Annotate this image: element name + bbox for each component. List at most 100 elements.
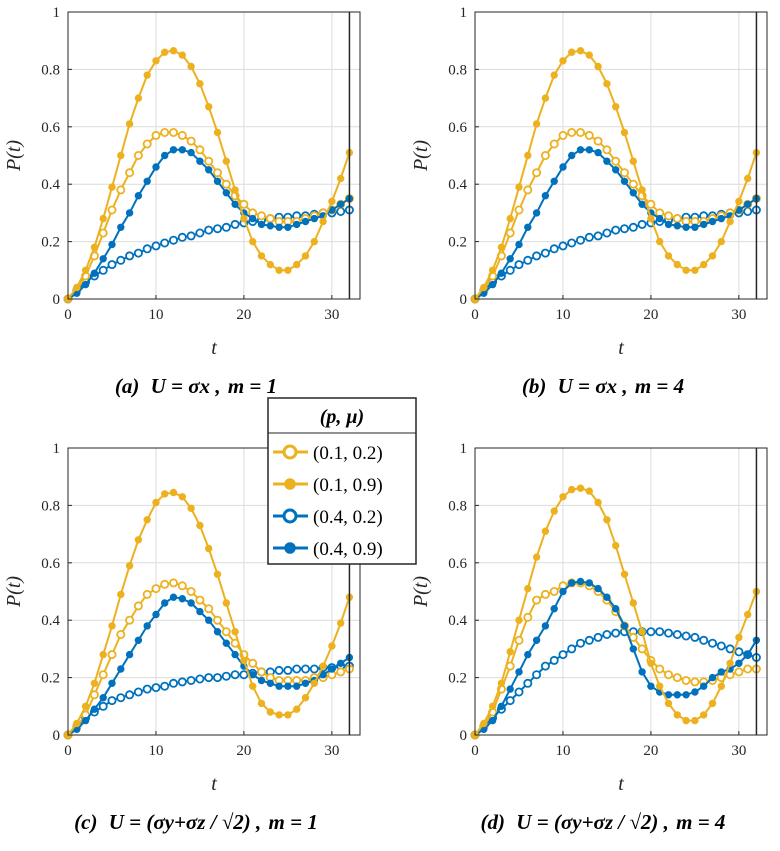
data-point <box>576 47 585 55</box>
data-point <box>523 255 533 265</box>
data-point <box>576 146 585 154</box>
data-point <box>212 224 222 234</box>
data-point <box>497 679 506 687</box>
legend-entry-label: (0.4, 0.9) <box>313 539 383 560</box>
panel-d-x-axis-label: t <box>618 773 624 795</box>
data-point <box>664 670 674 680</box>
x-tick-label: 0 <box>64 307 72 323</box>
data-point <box>168 127 178 137</box>
data-point <box>133 601 143 611</box>
data-point <box>151 584 161 594</box>
data-point <box>744 650 752 659</box>
data-point <box>559 587 567 596</box>
data-point <box>249 237 257 246</box>
data-point <box>540 589 550 599</box>
legend-entry: (0.1, 0.9) <box>273 475 383 496</box>
data-point <box>629 599 637 607</box>
data-point <box>717 682 725 690</box>
data-point <box>603 593 611 601</box>
data-point <box>584 232 594 242</box>
data-point <box>142 139 152 149</box>
data-point <box>266 708 274 716</box>
data-point <box>612 103 620 111</box>
data-point <box>656 682 664 690</box>
data-point <box>585 146 593 154</box>
data-point <box>221 627 231 637</box>
data-point <box>700 711 708 719</box>
data-point <box>73 283 81 292</box>
data-point <box>540 248 550 258</box>
data-point <box>673 711 681 719</box>
data-point <box>524 650 532 659</box>
data-point <box>717 668 725 676</box>
data-point <box>239 670 249 680</box>
data-point <box>125 168 135 178</box>
caption-m: m = 4 <box>676 810 725 834</box>
data-point <box>690 632 700 642</box>
data-point <box>117 151 125 160</box>
caption-label: (a) <box>115 374 140 398</box>
data-point <box>628 179 638 189</box>
data-point <box>646 199 656 209</box>
data-point <box>672 673 682 683</box>
data-point <box>656 237 664 246</box>
data-point <box>514 205 524 215</box>
data-point <box>99 214 107 223</box>
data-point <box>584 635 594 645</box>
data-point <box>133 687 143 697</box>
data-point <box>133 150 143 160</box>
data-point <box>620 177 629 186</box>
data-point <box>568 485 576 494</box>
data-point <box>98 265 108 275</box>
y-tick-label: 0 <box>460 292 468 308</box>
data-point <box>293 705 301 713</box>
y-tick-label: 0.8 <box>448 498 467 514</box>
data-point <box>532 595 542 605</box>
data-point <box>142 684 152 694</box>
data-point <box>743 206 753 216</box>
data-point <box>717 237 725 246</box>
caption-m: m = 1 <box>228 374 277 398</box>
data-point <box>195 595 205 605</box>
data-point <box>186 587 196 597</box>
x-tick-label: 10 <box>555 307 570 323</box>
data-point <box>168 578 178 588</box>
data-point <box>514 687 524 697</box>
data-point <box>187 599 195 607</box>
data-point <box>196 607 204 616</box>
data-point <box>681 631 691 641</box>
data-point <box>568 579 576 587</box>
data-point <box>532 251 542 261</box>
data-point <box>134 192 143 200</box>
data-point <box>301 252 310 260</box>
data-point <box>256 211 266 221</box>
data-point <box>161 490 169 498</box>
data-point <box>716 641 726 651</box>
data-point <box>310 214 318 223</box>
data-point <box>125 251 135 261</box>
data-point <box>99 694 107 702</box>
x-tick-label: 10 <box>148 307 163 323</box>
x-tick-label: 20 <box>236 743 251 759</box>
data-point <box>275 682 283 690</box>
data-point <box>300 664 310 674</box>
panel-d-y-ticks: 0 0.2 0.4 0.6 0.8 1 <box>448 441 467 744</box>
data-point <box>143 622 151 630</box>
data-point <box>673 260 681 269</box>
data-point <box>550 177 558 186</box>
panel-a-y-ticks: 0 0.2 0.4 0.6 0.8 1 <box>41 5 60 308</box>
panel-c-x-axis-label: t <box>211 773 217 795</box>
data-point <box>284 223 292 232</box>
panel-d-x-ticks: 0 10 20 30 <box>471 743 746 759</box>
panel-c-caption: (c) U = (σy+σz / √2) , m = 1 <box>74 810 318 834</box>
data-point <box>549 139 559 149</box>
data-point <box>743 664 753 674</box>
data-point <box>691 266 699 274</box>
y-tick-label: 0 <box>53 728 61 744</box>
data-point <box>655 627 665 637</box>
data-point <box>169 146 178 154</box>
data-point <box>284 266 292 274</box>
data-point <box>708 217 717 226</box>
data-point <box>700 220 708 229</box>
x-tick-label: 30 <box>324 743 339 759</box>
